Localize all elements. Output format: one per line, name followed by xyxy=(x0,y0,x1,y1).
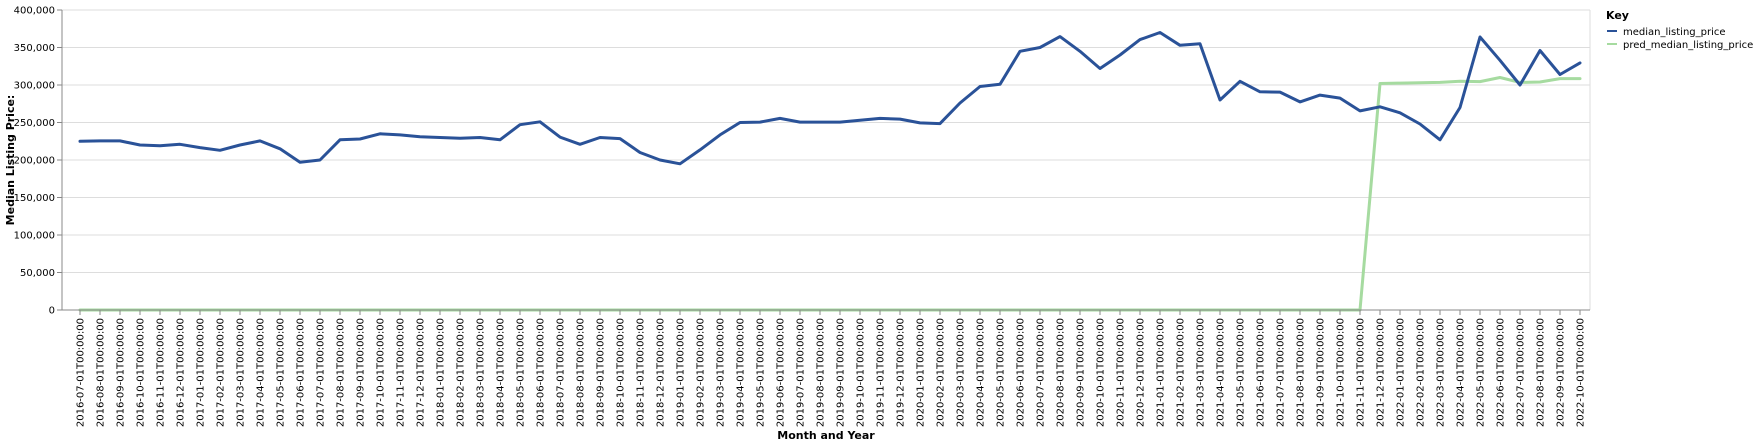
x-tick-label: 2021-10-01T00:00:00 xyxy=(1336,318,1347,427)
x-tick-label: 2020-09-01T00:00:00 xyxy=(1076,318,1087,427)
x-tick-label: 2020-10-01T00:00:00 xyxy=(1096,318,1107,427)
x-tick-label: 2022-04-01T00:00:00 xyxy=(1456,318,1467,427)
y-tick-label: 250,000 xyxy=(14,118,55,129)
y-tick-label: 100,000 xyxy=(14,231,55,242)
y-tick-label: 150,000 xyxy=(14,193,55,204)
x-tick-label: 2017-08-01T00:00:00 xyxy=(336,318,347,427)
x-tick-label: 2020-08-01T00:00:00 xyxy=(1056,318,1067,427)
x-tick-label: 2022-02-01T00:00:00 xyxy=(1416,318,1427,427)
x-tick-label: 2019-11-01T00:00:00 xyxy=(876,318,887,427)
x-tick-label: 2017-07-01T00:00:00 xyxy=(316,318,327,427)
x-tick-label: 2020-04-01T00:00:00 xyxy=(976,318,987,427)
x-tick-label: 2019-02-01T00:00:00 xyxy=(696,318,707,427)
y-tick-label: 300,000 xyxy=(14,81,55,92)
x-tick-label: 2019-01-01T00:00:00 xyxy=(676,318,687,427)
x-tick-label: 2017-03-01T00:00:00 xyxy=(236,318,247,427)
x-tick-label: 2022-03-01T00:00:00 xyxy=(1436,318,1447,427)
x-tick-label: 2022-07-01T00:00:00 xyxy=(1516,318,1527,427)
x-tick-label: 2020-01-01T00:00:00 xyxy=(916,318,927,427)
legend: Key median_listing_price pred_median_list… xyxy=(1606,9,1753,51)
x-tick-label: 2017-04-01T00:00:00 xyxy=(256,318,267,427)
x-tick-label: 2021-11-01T00:00:00 xyxy=(1356,318,1367,427)
legend-label: pred_median_listing_price xyxy=(1623,40,1753,51)
x-tick-label: 2016-09-01T00:00:00 xyxy=(116,318,127,427)
x-tick-label: 2019-10-01T00:00:00 xyxy=(856,318,867,427)
x-tick-label: 2020-06-01T00:00:00 xyxy=(1016,318,1027,427)
y-tick-label: 350,000 xyxy=(14,43,55,54)
x-tick-label: 2018-01-01T00:00:00 xyxy=(436,318,447,427)
x-tick-label: 2020-03-01T00:00:00 xyxy=(956,318,967,427)
y-tick-label: 0 xyxy=(49,306,55,317)
x-tick-label: 2018-05-01T00:00:00 xyxy=(516,318,527,427)
x-tick-label: 2020-07-01T00:00:00 xyxy=(1036,318,1047,427)
x-tick-label: 2016-10-01T00:00:00 xyxy=(136,318,147,427)
x-tick-label: 2020-05-01T00:00:00 xyxy=(996,318,1007,427)
legend-label: median_listing_price xyxy=(1623,27,1726,38)
x-tick-label: 2018-02-01T00:00:00 xyxy=(456,318,467,427)
x-tick-label: 2020-02-01T00:00:00 xyxy=(936,318,947,427)
x-tick-label: 2022-09-01T00:00:00 xyxy=(1556,318,1567,427)
x-tick-label: 2017-02-01T00:00:00 xyxy=(216,318,227,427)
x-tick-label: 2018-07-01T00:00:00 xyxy=(556,318,567,427)
series-lines xyxy=(78,31,1582,312)
y-tick-label: 400,000 xyxy=(14,6,55,17)
x-tick-label: 2018-10-01T00:00:00 xyxy=(616,318,627,427)
x-tick-label: 2017-10-01T00:00:00 xyxy=(376,318,387,427)
x-tick-label: 2016-11-01T00:00:00 xyxy=(156,318,167,427)
x-tick-label: 2021-01-01T00:00:00 xyxy=(1156,318,1167,427)
x-tick-label: 2019-06-01T00:00:00 xyxy=(776,318,787,427)
x-tick-label: 2019-04-01T00:00:00 xyxy=(736,318,747,427)
x-tick-label: 2018-09-01T00:00:00 xyxy=(596,318,607,427)
x-tick-label: 2021-05-01T00:00:00 xyxy=(1236,318,1247,427)
x-tick-label: 2019-08-01T00:00:00 xyxy=(816,318,827,427)
x-axis-title: Month and Year xyxy=(777,429,875,442)
x-tick-label: 2018-06-01T00:00:00 xyxy=(536,318,547,427)
x-tick-label: 2022-10-01T00:00:00 xyxy=(1576,318,1587,427)
x-tick-label: 2021-08-01T00:00:00 xyxy=(1296,318,1307,427)
x-tick-label: 2017-05-01T00:00:00 xyxy=(276,318,287,427)
x-tick-label: 2019-03-01T00:00:00 xyxy=(716,318,727,427)
x-tick-label: 2021-09-01T00:00:00 xyxy=(1316,318,1327,427)
x-tick-label: 2017-09-01T00:00:00 xyxy=(356,318,367,427)
x-tick-label: 2017-01-01T00:00:00 xyxy=(196,318,207,427)
x-tick-label: 2021-12-01T00:00:00 xyxy=(1376,318,1387,427)
x-tick-label: 2019-12-01T00:00:00 xyxy=(896,318,907,427)
x-tick-label: 2022-05-01T00:00:00 xyxy=(1476,318,1487,427)
x-tick-label: 2022-08-01T00:00:00 xyxy=(1536,318,1547,427)
x-tick-label: 2016-07-01T00:00:00 xyxy=(76,318,87,427)
x-tick-label: 2018-11-01T00:00:00 xyxy=(636,318,647,427)
x-tick-label: 2018-12-01T00:00:00 xyxy=(656,318,667,427)
y-tick-label: 200,000 xyxy=(14,156,55,167)
x-tick-label: 2019-07-01T00:00:00 xyxy=(796,318,807,427)
grid-lines xyxy=(62,9,1591,311)
x-tick-label: 2017-06-01T00:00:00 xyxy=(296,318,307,427)
x-tick-label: 2021-02-01T00:00:00 xyxy=(1176,318,1187,427)
x-tick-label: 2021-07-01T00:00:00 xyxy=(1276,318,1287,427)
series-line-median-listing-price xyxy=(78,31,1582,166)
x-tick-label: 2020-12-01T00:00:00 xyxy=(1136,318,1147,427)
x-tick-label: 2022-01-01T00:00:00 xyxy=(1396,318,1407,427)
x-tick-label: 2021-06-01T00:00:00 xyxy=(1256,318,1267,427)
x-tick-label: 2019-09-01T00:00:00 xyxy=(836,318,847,427)
x-tick-label: 2019-05-01T00:00:00 xyxy=(756,318,767,427)
x-tick-label: 2021-03-01T00:00:00 xyxy=(1196,318,1207,427)
x-tick-label: 2020-11-01T00:00:00 xyxy=(1116,318,1127,427)
y-axis-title: Median Listing Price: xyxy=(4,95,17,226)
series-line-pred-median-listing-price xyxy=(78,76,1582,312)
x-tick-label: 2021-04-01T00:00:00 xyxy=(1216,318,1227,427)
x-tick-label: 2016-12-01T00:00:00 xyxy=(176,318,187,427)
legend-title: Key xyxy=(1606,9,1629,22)
x-tick-label: 2018-03-01T00:00:00 xyxy=(476,318,487,427)
x-tick-label: 2017-12-01T00:00:00 xyxy=(416,318,427,427)
axes: 0 50,000 100,000 150,000 200,000 250,000 300,0… xyxy=(14,6,1590,427)
x-tick-label: 2016-08-01T00:00:00 xyxy=(96,318,107,427)
x-tick-label: 2018-08-01T00:00:00 xyxy=(576,318,587,427)
x-tick-label: 2022-06-01T00:00:00 xyxy=(1496,318,1507,427)
y-tick-label: 50,000 xyxy=(20,268,55,279)
x-tick-label: 2018-04-01T00:00:00 xyxy=(496,318,507,427)
x-tick-label: 2017-11-01T00:00:00 xyxy=(396,318,407,427)
